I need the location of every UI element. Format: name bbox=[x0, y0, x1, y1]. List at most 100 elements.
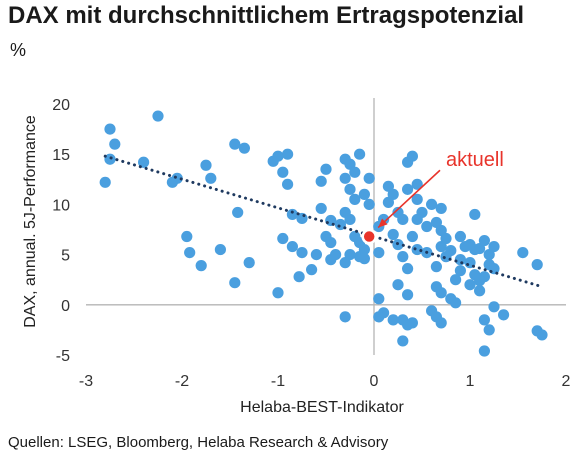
data-point bbox=[397, 213, 409, 226]
current-point-marker bbox=[361, 228, 377, 245]
data-point bbox=[181, 230, 193, 243]
data-point bbox=[330, 249, 342, 261]
data-point bbox=[435, 317, 447, 329]
data-point bbox=[354, 148, 366, 160]
data-point bbox=[397, 335, 409, 347]
data-point bbox=[488, 240, 500, 253]
source-note: Quellen: LSEG, Bloomberg, Helaba Researc… bbox=[8, 434, 389, 451]
data-point bbox=[411, 178, 423, 190]
annotation-label: aktuell bbox=[446, 149, 504, 171]
data-point bbox=[243, 257, 255, 269]
annotation-arrow-shaft bbox=[377, 169, 441, 229]
y-tick-label: 10 bbox=[52, 197, 70, 214]
data-point bbox=[104, 153, 116, 165]
data-point bbox=[406, 317, 418, 329]
data-point bbox=[315, 175, 327, 187]
data-point bbox=[315, 202, 327, 215]
data-point bbox=[286, 208, 298, 221]
data-point bbox=[344, 183, 356, 195]
data-point bbox=[286, 240, 298, 253]
y-tick-label: -5 bbox=[56, 348, 70, 365]
data-point bbox=[402, 289, 414, 301]
data-point bbox=[99, 176, 111, 188]
data-point bbox=[358, 243, 370, 256]
data-point bbox=[229, 138, 241, 150]
data-point bbox=[387, 188, 399, 200]
data-points bbox=[99, 110, 548, 357]
data-point bbox=[344, 213, 356, 226]
data-point bbox=[334, 218, 346, 231]
data-point bbox=[363, 198, 375, 210]
data-point bbox=[272, 150, 284, 162]
data-point bbox=[195, 260, 207, 272]
data-point bbox=[478, 314, 490, 326]
data-point bbox=[397, 251, 409, 263]
data-point bbox=[474, 285, 486, 297]
data-point bbox=[306, 264, 318, 276]
data-point bbox=[282, 178, 294, 190]
data-point bbox=[450, 274, 462, 286]
data-point bbox=[104, 123, 116, 135]
data-point bbox=[184, 246, 196, 259]
x-tick-label: -3 bbox=[79, 373, 93, 390]
data-point bbox=[464, 279, 476, 291]
chart-title: DAX mit durchschnittlichem Ertragspotenz… bbox=[8, 2, 525, 29]
data-point bbox=[344, 249, 356, 261]
data-point bbox=[373, 246, 385, 259]
data-point bbox=[138, 156, 150, 168]
data-point bbox=[402, 263, 414, 275]
data-point bbox=[358, 188, 370, 200]
data-point bbox=[344, 158, 356, 170]
data-point bbox=[430, 216, 442, 229]
data-point bbox=[238, 142, 250, 154]
data-point bbox=[382, 196, 394, 208]
data-point bbox=[411, 243, 423, 256]
data-point bbox=[478, 234, 490, 247]
data-point bbox=[454, 230, 466, 243]
data-point bbox=[411, 193, 423, 205]
data-point bbox=[421, 220, 433, 233]
data-point bbox=[363, 172, 375, 184]
data-point bbox=[339, 311, 351, 323]
y-tick-labels: -5 0 5 10 15 20 bbox=[52, 97, 70, 365]
x-tick-label: 1 bbox=[466, 373, 475, 390]
data-point bbox=[435, 287, 447, 299]
data-point bbox=[426, 198, 438, 210]
y-tick-label: 0 bbox=[61, 298, 70, 315]
data-point bbox=[406, 150, 418, 162]
x-tick-label: 2 bbox=[562, 373, 571, 390]
y-tick-label: 15 bbox=[52, 147, 70, 164]
data-point bbox=[277, 166, 289, 178]
data-point bbox=[200, 159, 212, 171]
annotation-arrow-head bbox=[378, 218, 388, 228]
data-point bbox=[109, 138, 121, 150]
data-point bbox=[430, 261, 442, 273]
trend-line bbox=[103, 154, 544, 289]
data-point bbox=[349, 166, 361, 178]
data-point bbox=[282, 148, 294, 160]
data-point bbox=[387, 314, 399, 326]
data-point bbox=[450, 297, 462, 309]
data-point bbox=[435, 240, 447, 253]
x-tick-label: -1 bbox=[271, 373, 285, 390]
data-point bbox=[358, 253, 370, 265]
data-point bbox=[392, 279, 404, 291]
unit-label: % bbox=[10, 40, 27, 60]
scatter-chart: aktuell -3 -2 -1 0 1 2 -5 0 5 10 15 20 Helaba-BEST… bbox=[22, 97, 571, 416]
data-point bbox=[373, 311, 385, 323]
trend-line-path bbox=[103, 154, 544, 289]
data-point bbox=[440, 232, 452, 245]
data-point bbox=[483, 324, 495, 336]
data-point bbox=[214, 243, 226, 256]
data-point bbox=[387, 228, 399, 241]
data-point bbox=[296, 246, 308, 259]
x-tick-label: 0 bbox=[370, 373, 379, 390]
data-point bbox=[536, 329, 548, 341]
data-point bbox=[325, 236, 337, 249]
data-point bbox=[232, 206, 244, 219]
data-point bbox=[498, 309, 510, 321]
data-point bbox=[339, 257, 351, 269]
data-point bbox=[488, 301, 500, 313]
data-point bbox=[478, 345, 490, 357]
data-point bbox=[373, 293, 385, 305]
